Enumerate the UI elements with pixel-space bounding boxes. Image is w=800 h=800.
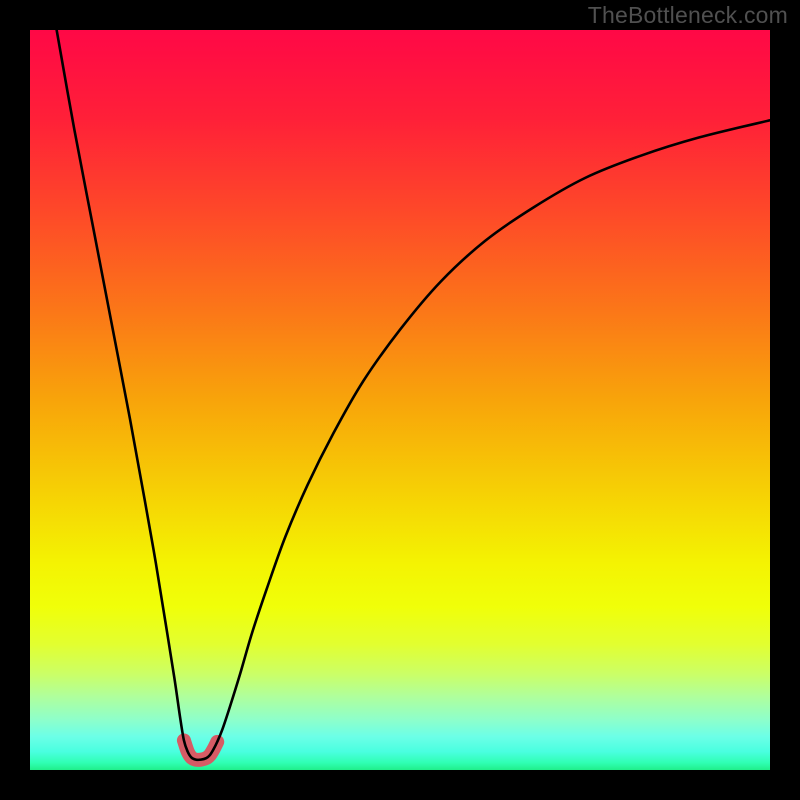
plot-background [30,30,770,770]
gradient-chart [0,0,800,800]
chart-frame: TheBottleneck.com [0,0,800,800]
watermark-text: TheBottleneck.com [588,2,788,29]
